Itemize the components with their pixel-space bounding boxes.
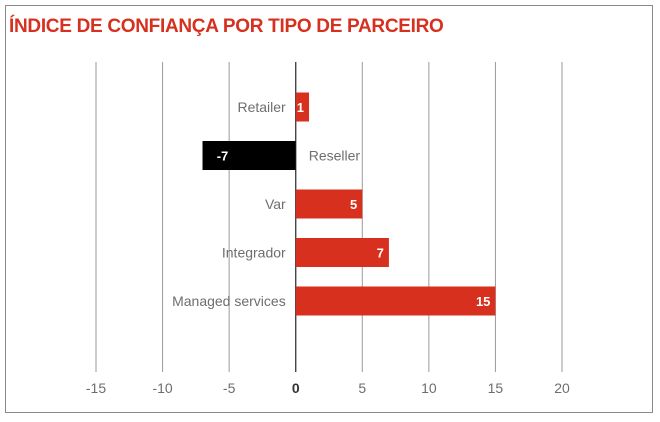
- bar: [295, 92, 310, 122]
- bar: [295, 189, 363, 219]
- bar-value-label: -7: [217, 149, 229, 164]
- x-tick-label: 0: [292, 380, 300, 396]
- bar-value-label: 7: [377, 246, 384, 261]
- gridlines: [95, 62, 563, 372]
- category-label: Reseller: [309, 148, 361, 164]
- bar-value-label: 1: [297, 100, 304, 115]
- x-tick-label: -15: [86, 380, 106, 396]
- category-label: Retailer: [237, 99, 286, 115]
- x-tick-label: 20: [554, 380, 570, 396]
- x-tick-label: -10: [152, 380, 172, 396]
- labels: -15 -10 -5 0 5 10 15 20 1 Retailer -7 Reseller 5 Var 7…: [86, 99, 570, 396]
- x-tick-label: 10: [421, 380, 437, 396]
- category-label: Integrador: [222, 245, 286, 261]
- x-tick-label: 5: [358, 380, 366, 396]
- chart-title: ÍNDICE DE CONFIANÇA POR TIPO DE PARCEIRO: [9, 16, 444, 37]
- category-label: Var: [265, 196, 286, 212]
- bar: [295, 238, 389, 267]
- x-tick-label: 15: [488, 380, 504, 396]
- category-label: Managed services: [172, 293, 286, 309]
- bars: [202, 92, 496, 316]
- bar-value-label: 15: [476, 294, 490, 309]
- bar-value-label: 5: [350, 197, 357, 212]
- x-tick-label: -5: [223, 380, 236, 396]
- bar: [202, 141, 296, 170]
- bar: [295, 286, 496, 316]
